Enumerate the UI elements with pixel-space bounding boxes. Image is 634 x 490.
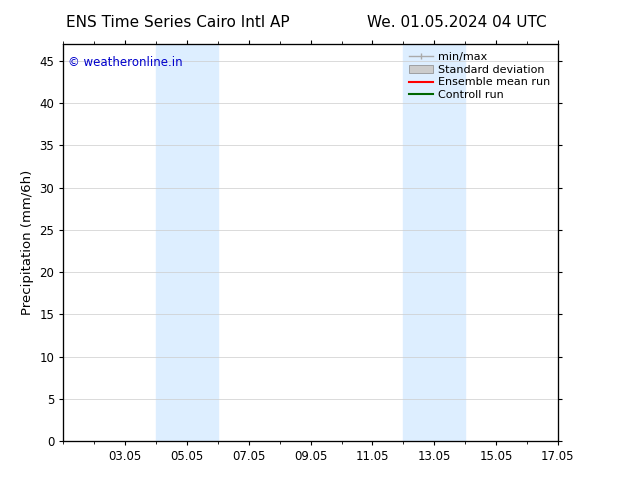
Bar xyxy=(403,44,465,441)
Text: We. 01.05.2024 04 UTC: We. 01.05.2024 04 UTC xyxy=(366,15,547,30)
Legend: min/max, Standard deviation, Ensemble mean run, Controll run: min/max, Standard deviation, Ensemble me… xyxy=(407,49,552,102)
Text: © weatheronline.in: © weatheronline.in xyxy=(68,56,183,69)
Bar xyxy=(156,44,218,441)
Y-axis label: Precipitation (mm/6h): Precipitation (mm/6h) xyxy=(21,170,34,315)
Text: ENS Time Series Cairo Intl AP: ENS Time Series Cairo Intl AP xyxy=(66,15,289,30)
